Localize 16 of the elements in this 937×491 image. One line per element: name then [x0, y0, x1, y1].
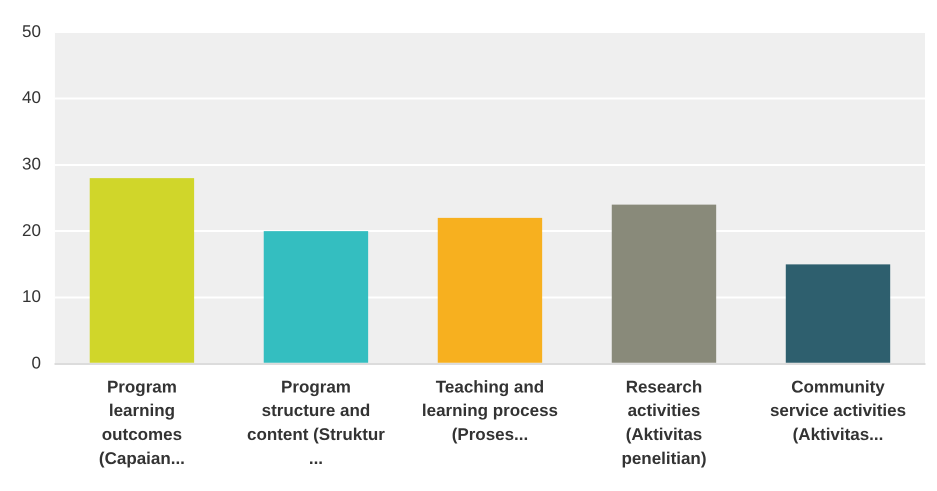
bar — [264, 231, 368, 363]
x-tick-label: Program structure and content (Struktur ... — [246, 377, 386, 468]
bar — [438, 218, 542, 363]
y-tick-label: 50 — [22, 22, 41, 41]
y-tick-label: 0 — [31, 353, 41, 372]
y-tick-label: 20 — [22, 220, 41, 240]
y-tick-label: 10 — [22, 287, 41, 306]
bar — [90, 178, 194, 363]
y-tick-label: 40 — [22, 88, 41, 108]
y-tick-label: 30 — [22, 154, 41, 174]
bar — [786, 264, 890, 363]
x-tick-label: Teaching and learning process (Proses... — [422, 377, 558, 444]
x-tick-label: Community service activities (Aktivitas... — [770, 377, 906, 444]
bar — [612, 204, 716, 363]
x-tick-label: Research activities (Aktivitas penelitian) — [621, 377, 706, 468]
x-tick-label: Program learning outcomes (Capaian... — [98, 377, 185, 468]
